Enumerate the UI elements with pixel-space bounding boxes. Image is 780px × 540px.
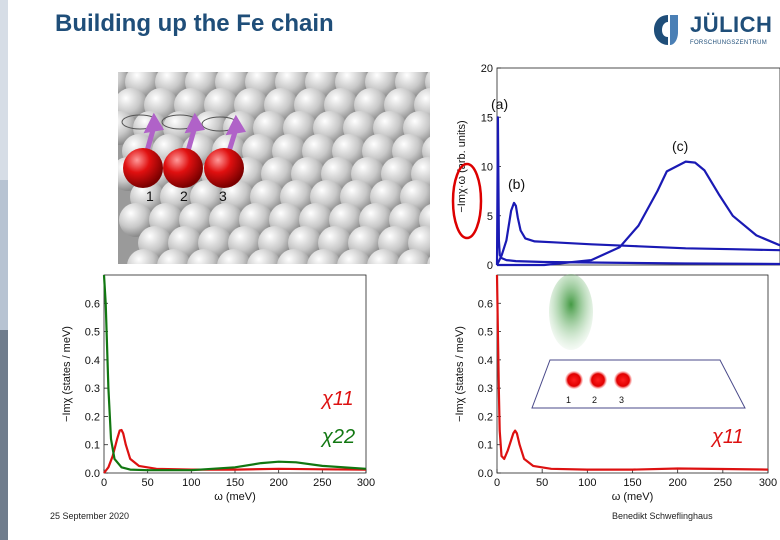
chart-annotation: (b) bbox=[508, 176, 525, 192]
chart-bottom-left: 0.0 0.1 0.2 0.3 0.4 0.5 0.6 0 50 100 150 200 250 300 −… bbox=[61, 275, 375, 503]
legend-chi11: χ11 bbox=[320, 388, 354, 410]
figure-canvas: 1 2 3 05101520−Imχ·ω (arb. units)(a)(b)(… bbox=[0, 0, 780, 540]
y-axis-label: −Imχ (states / meV) bbox=[61, 326, 73, 422]
y-tick-label: 0.6 bbox=[85, 298, 100, 310]
y-axis-label: −Imχ (states / meV) bbox=[454, 326, 466, 422]
y-tick-label: 20 bbox=[481, 63, 493, 75]
substrate-atom bbox=[247, 249, 281, 283]
y-tick-label: 0.6 bbox=[478, 298, 493, 310]
x-tick-label: 0 bbox=[101, 477, 107, 489]
y-tick-label: 0.1 bbox=[478, 440, 493, 452]
y-tick-label: 0.5 bbox=[85, 327, 100, 339]
footer-date: 25 September 2020 bbox=[50, 511, 129, 521]
substrate-atom bbox=[397, 249, 431, 283]
x-tick-label: 150 bbox=[226, 477, 244, 489]
substrate-atom bbox=[217, 249, 251, 283]
x-tick-label: 250 bbox=[714, 477, 732, 489]
series-line-blue bbox=[497, 203, 780, 265]
x-tick-label: 300 bbox=[357, 477, 375, 489]
y-tick-label: 0.3 bbox=[478, 383, 493, 395]
y-tick-label: 0.2 bbox=[85, 411, 100, 423]
inset-atom bbox=[565, 371, 583, 389]
y-tick-label: 0.3 bbox=[85, 383, 100, 395]
x-axis-label: ω (meV) bbox=[612, 491, 654, 503]
substrate-atom bbox=[444, 88, 478, 122]
atom-label: 1 bbox=[146, 188, 154, 204]
y-tick-label: 0.0 bbox=[478, 468, 493, 480]
y-tick-label: 10 bbox=[481, 162, 493, 174]
inset-chain: 1 2 3 bbox=[532, 274, 745, 408]
substrate-atom bbox=[307, 249, 341, 283]
y-tick-label: 0.4 bbox=[85, 355, 100, 367]
x-axis-label: ω (meV) bbox=[214, 491, 256, 503]
spin-wave-glow bbox=[549, 274, 593, 350]
substrate-atom bbox=[187, 249, 221, 283]
inset-surface bbox=[532, 360, 745, 408]
x-tick-label: 100 bbox=[182, 477, 200, 489]
x-tick-label: 250 bbox=[313, 477, 331, 489]
x-tick-label: 300 bbox=[759, 477, 777, 489]
atom-label: 2 bbox=[180, 188, 188, 204]
y-tick-label: 5 bbox=[487, 211, 493, 223]
footer-author: Benedikt Schweflinghaus bbox=[612, 511, 713, 521]
inset-label: 3 bbox=[619, 395, 624, 405]
atom-chain-image: 1 2 3 bbox=[95, 65, 502, 283]
x-tick-label: 50 bbox=[536, 477, 548, 489]
inset-label: 1 bbox=[566, 395, 571, 405]
x-tick-label: 200 bbox=[269, 477, 287, 489]
y-tick-label: 0.5 bbox=[478, 327, 493, 339]
substrate-atom bbox=[277, 249, 311, 283]
series-line-blue bbox=[497, 117, 780, 265]
chart-annotation: (a) bbox=[491, 96, 508, 112]
y-tick-label: 0.0 bbox=[85, 468, 100, 480]
iron-atoms bbox=[123, 148, 244, 188]
inset-atom bbox=[614, 371, 632, 389]
substrate-atom bbox=[157, 249, 191, 283]
y-tick-label: 0.4 bbox=[478, 355, 493, 367]
y-tick-label: 15 bbox=[481, 112, 493, 124]
plot-frame bbox=[497, 68, 780, 265]
x-tick-label: 200 bbox=[668, 477, 686, 489]
legend-chi22: χ22 bbox=[320, 426, 355, 448]
y-tick-label: 0.1 bbox=[85, 440, 100, 452]
substrate-atom bbox=[127, 249, 161, 283]
substrate-atom bbox=[427, 249, 461, 283]
y-tick-label: 0.2 bbox=[478, 411, 493, 423]
y-tick-label: 0 bbox=[487, 260, 493, 272]
x-tick-label: 150 bbox=[623, 477, 641, 489]
x-tick-label: 100 bbox=[578, 477, 596, 489]
chart-annotation: (c) bbox=[672, 138, 688, 154]
inset-atom bbox=[589, 371, 607, 389]
substrate-atom bbox=[425, 65, 459, 99]
inset-label: 2 bbox=[592, 395, 597, 405]
x-tick-label: 0 bbox=[494, 477, 500, 489]
x-tick-label: 50 bbox=[142, 477, 154, 489]
substrate-atom bbox=[438, 226, 472, 260]
legend-chi11: χ11 bbox=[710, 426, 744, 448]
atom-label: 3 bbox=[219, 188, 227, 204]
substrate-atom bbox=[367, 249, 401, 283]
